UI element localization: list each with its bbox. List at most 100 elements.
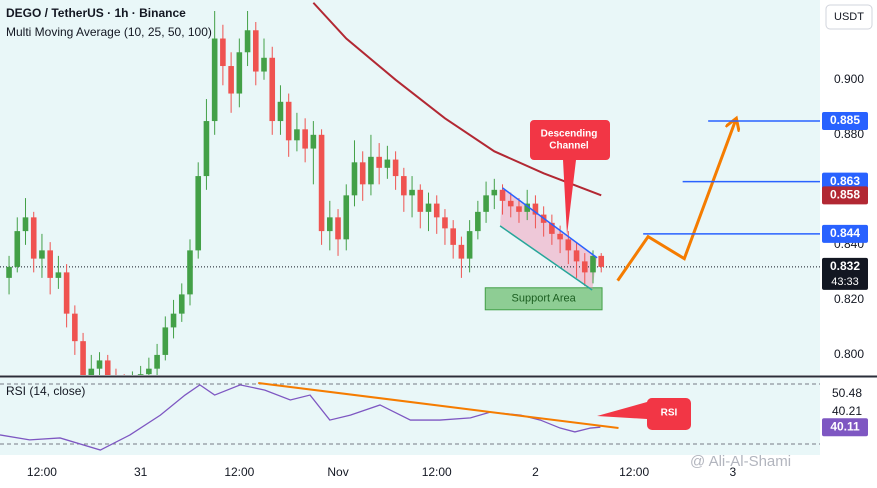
rsi-callout <box>597 397 691 430</box>
x-tick-label: 12:00 <box>619 465 649 479</box>
x-tick-label: Nov <box>327 465 348 479</box>
candle-body <box>565 239 572 251</box>
x-tick-label: 2 <box>532 465 539 479</box>
candle-body <box>598 255 605 267</box>
y-tick-label: 0.820 <box>834 292 864 306</box>
projection <box>616 121 736 282</box>
candle-body <box>368 156 374 185</box>
y-tick-label: 0.900 <box>834 72 864 86</box>
candle-body <box>6 266 12 278</box>
candle-body <box>261 57 267 72</box>
level-tag <box>822 224 868 243</box>
candle-body <box>310 134 317 149</box>
candle-body <box>516 206 522 212</box>
candle-body <box>392 159 399 177</box>
candle-body <box>483 195 489 212</box>
channel-fill <box>500 187 598 290</box>
channel-upper <box>502 187 598 259</box>
annotation-bubble <box>530 120 610 235</box>
y-tick-label: 0.880 <box>834 127 864 141</box>
candle-body <box>30 217 37 259</box>
x-tick-label: 12:00 <box>27 465 57 479</box>
candle-body <box>458 244 465 259</box>
candle-body <box>573 250 580 262</box>
y-tick-label: 0.800 <box>834 347 864 361</box>
rsi-axis-value: 40.21 <box>832 404 862 418</box>
rsi-axis-value: 50.48 <box>832 386 862 400</box>
candle-body <box>475 211 481 232</box>
candle-body <box>244 30 251 53</box>
candle-body <box>343 195 350 240</box>
candle-body <box>228 66 234 94</box>
candle-body <box>104 360 111 375</box>
candle-body <box>162 327 169 355</box>
chart-title: DEGO / TetherUS · 1h · Binance <box>6 6 186 20</box>
candle-body <box>80 341 86 375</box>
candle-body <box>450 228 456 245</box>
candle-body <box>433 203 440 218</box>
candle-body <box>549 222 555 234</box>
candle-body <box>581 261 588 273</box>
candle-body <box>524 203 531 212</box>
rsi-tag <box>822 418 868 437</box>
candle-body <box>203 121 210 177</box>
candle-body <box>146 368 152 375</box>
x-tick-label: 12:00 <box>422 465 452 479</box>
currency-button[interactable] <box>825 4 873 30</box>
candle-body <box>39 250 45 259</box>
level-tag-label: 0.844 <box>830 226 860 240</box>
price-tag <box>822 257 868 290</box>
rsi-callout-label: RSI <box>661 408 678 419</box>
candle-body <box>327 217 333 232</box>
rsi-pane <box>0 378 820 455</box>
candle-body <box>384 159 391 168</box>
moving-average <box>312 2 602 197</box>
candle-body <box>187 250 193 295</box>
candle-body <box>277 101 284 122</box>
currency-label: USDT <box>834 11 864 23</box>
watermark: @ Ali-Al-Shami <box>690 453 791 470</box>
level-tag <box>822 172 868 191</box>
candle-body <box>154 354 160 369</box>
rsi-line <box>0 384 601 451</box>
candle-body <box>425 203 432 212</box>
candle-body <box>252 30 259 72</box>
candle-body <box>499 189 506 201</box>
candle-body <box>72 313 78 342</box>
x-tick-label: 3 <box>729 465 736 479</box>
channel-lower <box>499 225 593 291</box>
candle-body <box>335 217 341 240</box>
chart-subtitle: Multi Moving Average (10, 25, 50, 100) <box>6 25 212 39</box>
annotation-text: Channel <box>549 141 589 152</box>
candle-body <box>302 129 308 149</box>
candle-body <box>55 272 62 278</box>
support-area-label: Support Area <box>512 293 577 305</box>
candle-body <box>170 313 177 328</box>
candle-body <box>195 176 202 251</box>
candle-body <box>351 162 358 196</box>
candle-body <box>236 52 243 94</box>
main-plot: Support Area <box>0 2 820 375</box>
countdown: 43:33 <box>831 276 859 288</box>
candle-body <box>401 176 407 196</box>
candle-body <box>491 189 498 196</box>
ma-tag <box>822 186 868 205</box>
candle-body <box>22 217 29 232</box>
candle-body <box>269 57 276 122</box>
main-pane <box>0 0 820 375</box>
candle-body <box>211 38 218 122</box>
candle-body <box>178 294 185 314</box>
support-area <box>484 287 603 311</box>
rsi-tag-label: 40.11 <box>830 419 860 433</box>
level-tag <box>822 112 868 131</box>
level-tag-label: 0.863 <box>830 174 860 188</box>
candle-body <box>442 217 448 229</box>
candle-body <box>409 189 415 196</box>
candle-body <box>532 203 539 215</box>
level-tag-label: 0.885 <box>830 113 860 127</box>
candle-body <box>63 272 70 314</box>
ma-tag-label: 0.858 <box>830 188 860 202</box>
x-tick-label: 31 <box>134 465 148 479</box>
